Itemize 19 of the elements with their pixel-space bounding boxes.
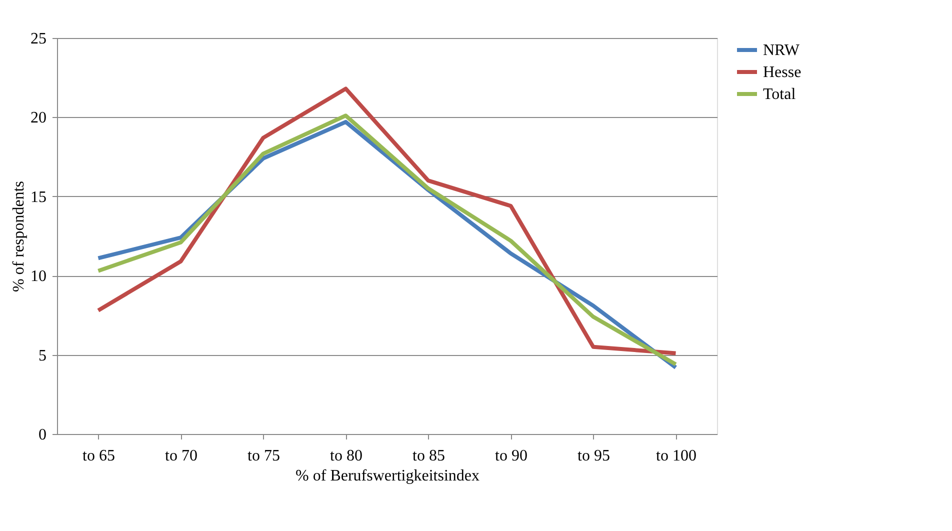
legend-label: Total [763, 86, 796, 103]
x-tick-label: to 70 [165, 448, 198, 464]
y-tick-label: 10 [30, 268, 46, 286]
x-tick-label: to 90 [495, 448, 528, 464]
x-tick-label: to 100 [656, 448, 696, 464]
x-axis-title: % of Berufswertigkeitsindex [296, 468, 480, 484]
legend-label: Hesse [763, 64, 802, 81]
x-tick-label: to 65 [82, 448, 115, 464]
y-tick-label: 0 [38, 426, 46, 444]
x-tick-label: to 85 [412, 448, 445, 464]
x-tick-label: to 75 [248, 448, 280, 464]
y-tick-label: 25 [30, 30, 46, 48]
x-tick-label: to 80 [330, 448, 362, 464]
y-tick-label: 5 [38, 347, 46, 364]
y-axis-title: % of respondents [10, 180, 28, 292]
x-tick-label: to 95 [578, 448, 610, 464]
y-tick-label: 15 [30, 188, 46, 206]
y-tick-label: 20 [30, 110, 46, 127]
legend-label: NRW [763, 42, 800, 59]
